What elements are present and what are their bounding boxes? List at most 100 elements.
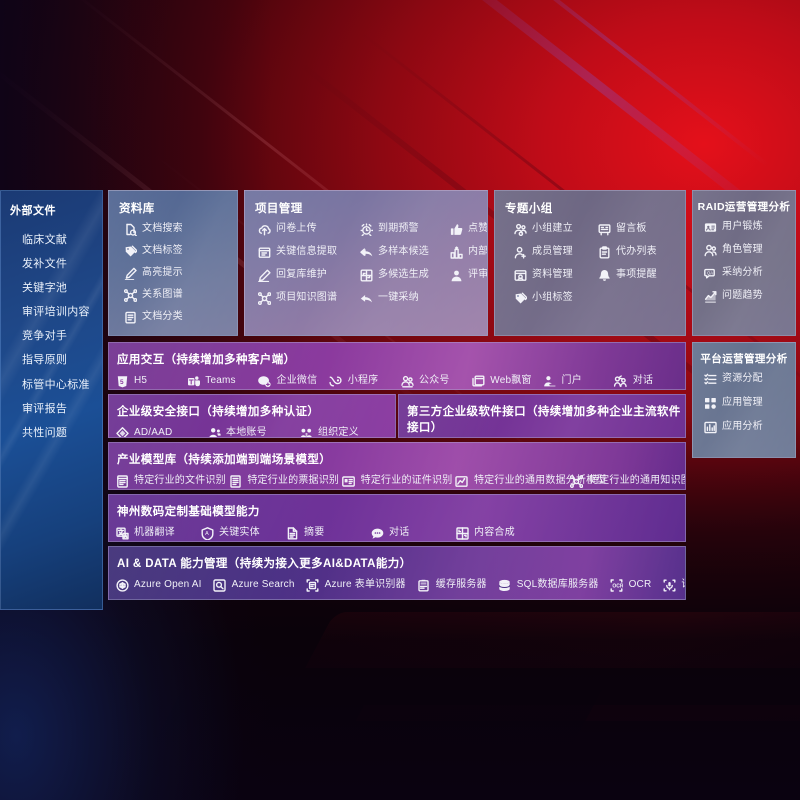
project-item-4[interactable]: 多样本候选 — [359, 245, 447, 259]
tag-icon — [123, 244, 137, 258]
panel-app-interaction[interactable]: 应用交互（持续增加多种客户端） 5 H5 Teams 企业微信 小程序 公众号 Web飘窗 门… — [108, 342, 686, 390]
project-item-0[interactable]: 问卷上传 — [257, 222, 357, 236]
dcits-item-4[interactable]: 内容合成 — [455, 526, 540, 540]
panel-enterprise-security[interactable]: 企业级安全接口（持续增加多种认证） AD/AAD 本地账号 组织定义 — [108, 394, 396, 438]
project-item-8[interactable]: 评审员画像 — [449, 268, 487, 282]
panel-platform-title: 平台运营管理分析 — [700, 353, 788, 365]
security-items: AD/AAD 本地账号 组织定义 — [109, 419, 395, 438]
platform-item-0[interactable]: 资源分配 — [703, 372, 795, 386]
interaction-item-7[interactable]: 对话 — [614, 374, 685, 388]
aidata-item-4[interactable]: SQL数据库服务器 — [498, 578, 599, 592]
item-label: 一键采纳 — [378, 292, 419, 303]
teams-icon — [186, 374, 200, 388]
group-item-0[interactable]: 小组建立 — [513, 222, 597, 236]
group-item-5[interactable]: 事项提醒 — [597, 268, 685, 282]
raid-item-0[interactable]: 用户锻炼 — [703, 220, 795, 234]
item-label: 留言板 — [616, 223, 647, 234]
industry-item-3[interactable]: 特定行业的通用数据分析模型 — [455, 474, 606, 488]
sidebar-item-competitors[interactable]: 竞争对手 — [22, 330, 68, 343]
item-label: 摘要 — [304, 527, 325, 538]
security-item-0[interactable]: AD/AAD — [115, 426, 207, 437]
group-item-4[interactable]: 资料管理 — [513, 268, 597, 282]
group-item-3[interactable]: 代办列表 — [597, 245, 685, 259]
library-item-1[interactable]: 文档标签 — [123, 244, 237, 258]
project-item-10[interactable]: 一键采纳 — [359, 291, 447, 305]
panel-thirdparty-interface[interactable]: 第三方企业级软件接口（持续增加多种企业主流软件接口） API自动化设计器 — [398, 394, 686, 438]
aidata-item-2[interactable]: Azure 表单识别器 — [306, 578, 406, 592]
project-item-9[interactable]: 项目知识图谱 — [257, 291, 357, 305]
aidata-item-5[interactable]: OCR OCR — [610, 578, 652, 592]
library-item-0[interactable]: 文档搜索 — [123, 222, 237, 236]
project-item-2[interactable]: 点赞感谢 — [449, 222, 487, 236]
sidebar-item-keyword-pool[interactable]: 关键字池 — [22, 282, 68, 295]
sidebar-external-files[interactable]: 外部文件 临床文献 发补文件 关键字池 审评培训内容 竞争对手 指导原则 标管中心标准 审评报… — [0, 190, 103, 610]
industry-item-0[interactable]: 特定行业的文件识别 — [115, 474, 228, 488]
interaction-item-2[interactable]: 企业微信 — [258, 374, 329, 388]
interaction-item-0[interactable]: 5 H5 — [115, 374, 186, 388]
dcits-item-3[interactable]: 对话 — [370, 526, 455, 540]
panel-group-title: 专题小组 — [505, 203, 553, 215]
interaction-item-5[interactable]: Web飘窗 — [471, 374, 542, 388]
interaction-item-4[interactable]: 公众号 — [400, 374, 471, 388]
sidebar-item-standards-center[interactable]: 标管中心标准 — [22, 378, 90, 391]
sidebar-item-review-training[interactable]: 审评培训内容 — [22, 306, 90, 319]
interaction-item-3[interactable]: 小程序 — [329, 374, 400, 388]
security-item-1[interactable]: 本地账号 — [207, 426, 299, 438]
library-item-4[interactable]: 文档分类 — [123, 310, 237, 324]
project-item-7[interactable]: 多候选生成 — [359, 268, 447, 282]
panel-platform-analytics[interactable]: 平台运营管理分析 资源分配应用管理应用分析 — [692, 342, 796, 458]
security-item-2[interactable]: 组织定义 — [299, 426, 391, 437]
project-item-3[interactable]: 关键信息提取 — [257, 245, 357, 259]
extract-icon — [257, 245, 271, 259]
sidebar-item-clinical-literature[interactable]: 临床文献 — [22, 234, 68, 246]
svg-text:QA: QA — [707, 270, 713, 275]
aidata-item-6[interactable]: 语音理解 — [662, 578, 685, 592]
interaction-item-1[interactable]: Teams — [186, 374, 257, 388]
sidebar-item-supplement-docs[interactable]: 发补文件 — [22, 258, 68, 271]
group-item-2[interactable]: 成员管理 — [513, 245, 597, 259]
panel-topic-group[interactable]: 专题小组 小组建立 留言板成员管理 代办列表 资料管理 事项提醒 小组标签 — [494, 190, 686, 336]
raid-item-1[interactable]: 角色管理 — [703, 243, 795, 257]
aidata-item-3[interactable]: 缓存服务器 — [417, 578, 487, 592]
aidata-item-1[interactable]: Azure Search — [213, 578, 295, 592]
industry-items: 特定行业的文件识别 特定行业的票据识别 特定行业的证件识别 特定行业的通用数据分析模型… — [109, 467, 685, 488]
platform-item-2[interactable]: 应用分析 — [703, 420, 795, 434]
library-item-3[interactable]: 关系图谱 — [123, 288, 237, 302]
sidebar-item-common-issues[interactable]: 共性问题 — [22, 426, 68, 439]
raid-item-2[interactable]: QA 采纳分析 — [703, 266, 795, 280]
thumbs-up-icon — [449, 222, 463, 236]
miniprogram-icon — [329, 374, 343, 388]
industry-item-2[interactable]: 特定行业的证件识别 — [342, 474, 455, 488]
sidebar-item-review-report[interactable]: 审评报告 — [22, 402, 68, 415]
panel-dcits-base-models[interactable]: 神州数码定制基础模型能力 机器翻译 A 关键实体 摘要 对话 内容合成 — [108, 494, 686, 542]
panel-raid-analytics[interactable]: RAID运营管理分析 用户锻炼 角色管理 QA 采纳分析 问题趋势 — [692, 190, 796, 336]
library-item-2[interactable]: 高亮提示 — [123, 266, 237, 280]
aidata-item-0[interactable]: Azure Open AI — [115, 578, 202, 592]
platform-item-1[interactable]: 应用管理 — [703, 396, 795, 410]
knowledge-graph-icon — [123, 288, 137, 302]
project-item-5[interactable]: 内部专家排名 — [449, 245, 487, 259]
item-label: 本地账号 — [226, 427, 267, 438]
item-label: 小组建立 — [532, 223, 573, 234]
item-label: 关系图谱 — [142, 289, 183, 300]
interaction-item-6[interactable]: 门户 — [543, 374, 614, 388]
panel-project-management[interactable]: 项目管理 问卷上传 到期预警 点赞感谢关键信息提取 多样本候选 内部专家排名回复库维护 多… — [244, 190, 488, 336]
panel-ai-data-capability[interactable]: AI & DATA 能力管理（持续为接入更多AI&DATA能力） Azure O… — [108, 546, 686, 600]
item-label: 成员管理 — [532, 246, 573, 257]
panel-industry-models[interactable]: 产业模型库（持续添加端到端场景模型） 特定行业的文件识别 特定行业的票据识别 特定行… — [108, 442, 686, 490]
translate-icon — [115, 526, 129, 540]
group-item-1[interactable]: 留言板 — [597, 222, 685, 236]
dcits-item-2[interactable]: 摘要 — [285, 526, 370, 540]
item-label: Azure 表单识别器 — [324, 579, 406, 590]
industry-item-1[interactable]: 特定行业的票据识别 — [228, 474, 341, 488]
panel-library[interactable]: 资料库 文档搜索 文档标签 高亮提示 关系图谱 文档分类 — [108, 190, 238, 336]
svg-text:A: A — [205, 531, 209, 537]
sidebar-item-guidelines[interactable]: 指导原则 — [22, 354, 68, 367]
dcits-item-1[interactable]: A 关键实体 — [200, 526, 285, 540]
group-item-6[interactable]: 小组标签 — [513, 291, 597, 305]
dcits-item-0[interactable]: 机器翻译 — [115, 526, 200, 540]
project-item-1[interactable]: 到期预警 — [359, 222, 447, 236]
raid-item-3[interactable]: 问题趋势 — [703, 289, 795, 303]
project-item-6[interactable]: 回复库维护 — [257, 268, 357, 282]
industry-item-4[interactable]: 特定行业的通用知识图谱模型 — [570, 474, 685, 488]
